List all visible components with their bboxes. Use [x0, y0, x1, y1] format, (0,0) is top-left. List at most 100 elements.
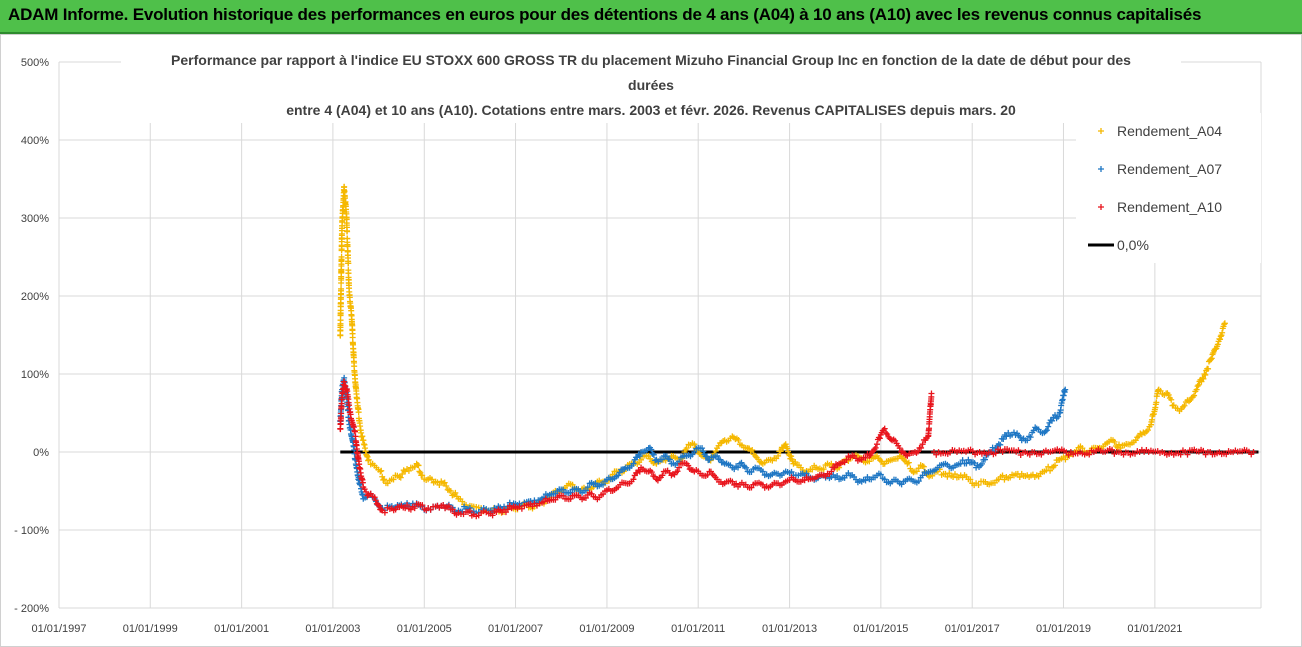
data-point	[1111, 438, 1118, 445]
data-point	[582, 495, 589, 502]
data-point	[452, 489, 459, 496]
x-tick-label: 01/01/2013	[762, 623, 817, 635]
x-tick-label: 01/01/1997	[31, 623, 86, 635]
data-point	[405, 467, 412, 474]
data-point	[1199, 374, 1206, 381]
data-point	[1221, 321, 1228, 328]
data-point	[441, 479, 448, 486]
data-point	[699, 445, 706, 452]
data-point	[735, 436, 742, 443]
data-point	[867, 452, 874, 459]
data-point	[703, 453, 710, 460]
x-tick-label: 01/01/1999	[123, 623, 178, 635]
data-point	[658, 456, 665, 463]
data-point	[843, 456, 850, 463]
y-tick-label: 300%	[21, 213, 49, 225]
data-point	[1109, 446, 1116, 453]
data-point	[775, 452, 782, 459]
x-tick-label: 01/01/2007	[488, 623, 543, 635]
data-point	[872, 444, 879, 451]
data-point	[1052, 462, 1059, 469]
data-point	[1024, 437, 1031, 444]
data-point	[951, 471, 958, 478]
data-point	[759, 468, 766, 475]
series-rendement-a07	[337, 374, 1069, 517]
data-point	[700, 448, 707, 455]
data-point	[918, 444, 925, 451]
title-background	[121, 43, 1181, 123]
performance-chart: 500% 400% 300% 200% 100% 0% - 100% - 200% 01/01…	[14, 43, 1262, 635]
data-point	[436, 481, 443, 488]
data-point	[896, 445, 903, 452]
data-point	[397, 474, 404, 481]
data-point	[1055, 413, 1062, 420]
data-point	[997, 441, 1004, 448]
data-point	[1030, 427, 1037, 434]
chart-legend: Rendement_A04 Rendement_A07 Rendement_A10 0…	[1076, 113, 1261, 263]
data-point	[915, 448, 922, 455]
data-point	[743, 464, 750, 471]
data-point	[785, 448, 792, 455]
data-point	[920, 463, 927, 470]
data-point	[876, 435, 883, 442]
data-point	[1115, 441, 1122, 448]
data-point	[862, 454, 869, 461]
x-tick-label: 01/01/2015	[853, 623, 908, 635]
data-point	[638, 456, 645, 463]
legend-marker	[1098, 128, 1104, 134]
data-point	[600, 481, 607, 488]
data-point	[567, 489, 574, 496]
data-point	[788, 468, 795, 475]
data-point	[1045, 423, 1052, 430]
chart-title-line: durées	[628, 77, 674, 93]
data-point	[971, 460, 978, 467]
data-point	[676, 464, 683, 471]
data-point	[915, 465, 922, 472]
y-tick-label: - 200%	[14, 603, 49, 615]
data-point	[443, 482, 450, 489]
data-point	[381, 509, 388, 516]
data-point	[1042, 428, 1049, 435]
data-point	[1000, 436, 1007, 443]
data-point	[1086, 451, 1093, 458]
data-point	[881, 425, 888, 432]
data-point	[1157, 387, 1164, 394]
data-point	[704, 471, 711, 478]
data-point	[440, 502, 447, 509]
data-point	[649, 450, 656, 457]
data-point	[650, 451, 657, 458]
data-point	[1200, 447, 1207, 454]
data-point	[1217, 333, 1224, 340]
data-point	[582, 487, 589, 494]
data-point	[345, 260, 352, 267]
data-point	[1153, 399, 1160, 406]
data-point	[584, 484, 591, 491]
data-point	[1207, 356, 1214, 363]
data-point	[788, 453, 795, 460]
data-point	[999, 472, 1006, 479]
x-tick-label: 01/01/2003	[305, 623, 360, 635]
chart-title-line: entre 4 (A04) et 10 ans (A10). Cotations…	[286, 102, 1016, 118]
data-point	[567, 495, 574, 502]
legend-label: Rendement_A10	[1117, 199, 1222, 215]
data-point	[1181, 402, 1188, 409]
data-point	[390, 476, 397, 483]
data-point	[1052, 412, 1059, 419]
data-point	[944, 473, 951, 480]
data-point	[981, 456, 988, 463]
legend-label: Rendement_A07	[1117, 161, 1222, 177]
data-point	[1043, 427, 1050, 434]
y-tick-label: 200%	[21, 291, 49, 303]
legend-label: 0,0%	[1117, 237, 1149, 253]
data-point	[374, 501, 381, 508]
data-point	[1015, 447, 1022, 454]
data-point	[738, 459, 745, 466]
data-point	[1200, 375, 1207, 382]
data-point	[376, 502, 383, 509]
data-point	[1062, 386, 1069, 393]
data-point	[648, 446, 655, 453]
data-point	[1144, 427, 1151, 434]
data-point	[466, 508, 473, 515]
data-point	[963, 460, 970, 467]
y-tick-label: 400%	[21, 135, 49, 147]
